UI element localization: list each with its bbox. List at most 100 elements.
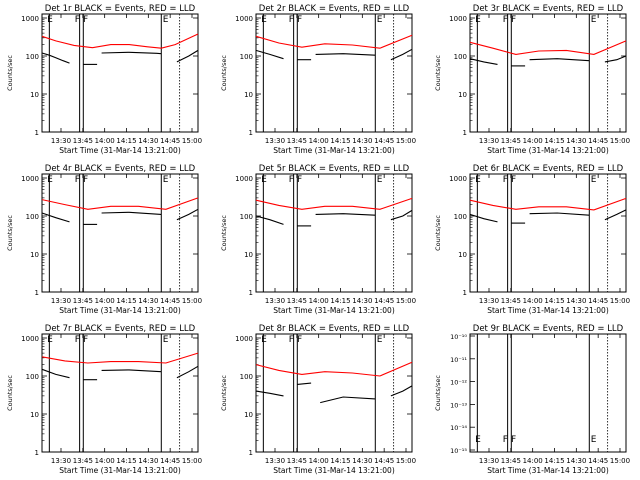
x-tick-label: 13:45 [501,137,521,145]
y-tick-label: 1 [249,449,253,457]
y-tick-label: 1000 [235,335,253,343]
x-tick-label: 14:45 [588,457,608,465]
y-tick-label: 100 [26,213,39,221]
x-tick-label: 13:30 [51,137,71,145]
y-tick-label: 1 [463,129,467,137]
events-series-line [255,390,284,397]
x-tick-label: 15:00 [182,137,202,145]
x-axis-label: Start Time (31-Mar-14 13:21:00) [487,146,609,155]
x-tick-label: 14:00 [309,457,329,465]
plot-frame [469,333,627,453]
marker-label: F [75,335,80,345]
marker-label: F [289,175,294,185]
x-tick-label: 14:00 [95,137,115,145]
y-tick-label: 1 [35,289,39,297]
events-series-line [604,209,627,221]
y-tick-label: 1000 [21,15,39,23]
x-tick-label: 14:00 [523,297,543,305]
marker-label: E [163,335,169,345]
y-axis-label: Counts/sec [220,375,228,411]
marker-label: F [511,435,516,445]
x-axis-label: Start Time (31-Mar-14 13:21:00) [487,306,609,315]
panel-det-3: Det 3r BLACK = Events, RED = LLD Counts/s… [434,4,630,155]
y-tick-label: 10 [244,411,253,419]
y-tick-label: 100 [240,213,253,221]
y-axis-label: Counts/sec [434,215,442,251]
lld-series-line [41,197,199,210]
x-tick-label: 15:00 [610,137,630,145]
y-tick-label: 100 [240,373,253,381]
events-series-line [101,369,162,373]
lld-series-line [255,197,413,210]
x-tick-label: 14:45 [160,137,180,145]
y-tick-label: 100 [454,53,467,61]
events-series-line [297,382,312,385]
x-axis-label: Start Time (31-Mar-14 13:21:00) [273,146,395,155]
x-tick-label: 13:45 [287,297,307,305]
marker-label: F [289,15,294,25]
plot-frame [41,333,199,453]
lld-series-line [41,352,199,364]
x-tick-label: 14:30 [566,297,586,305]
x-tick-label: 14:00 [523,457,543,465]
events-series-line [315,213,376,216]
events-series-line [604,55,627,63]
marker-label: F [297,175,302,185]
marker-label: E [47,335,53,345]
x-tick-label: 14:00 [309,297,329,305]
y-axis-label: Counts/sec [6,375,14,411]
x-axis-label: Start Time (31-Mar-14 13:21:00) [59,306,181,315]
y-tick-label: 10⁻¹⁴ [450,424,467,432]
x-tick-label: 13:45 [501,457,521,465]
marker-label: E [163,175,169,185]
x-tick-label: 14:00 [95,297,115,305]
marker-label: E [377,175,383,185]
events-series-line [320,396,376,404]
plot-frame [469,173,627,293]
panel-det-8: Det 8r BLACK = Events, RED = LLD Counts/s… [220,324,416,475]
x-tick-label: 13:30 [265,137,285,145]
x-axis-label: Start Time (31-Mar-14 13:21:00) [487,466,609,475]
x-tick-label: 14:45 [160,457,180,465]
x-tick-label: 14:30 [352,297,372,305]
x-tick-label: 15:00 [182,297,202,305]
x-tick-label: 13:45 [73,457,93,465]
marker-label: F [297,335,302,345]
x-tick-label: 14:00 [309,137,329,145]
x-tick-label: 13:45 [501,297,521,305]
y-axis-label: Counts/sec [434,55,442,91]
x-tick-label: 14:15 [544,297,564,305]
events-series-line [315,53,376,56]
x-tick-label: 14:15 [330,297,350,305]
events-series-line [469,213,498,223]
marker-label: E [261,175,267,185]
x-tick-label: 14:30 [352,457,372,465]
marker-label: F [503,435,508,445]
panel-det-9: Det 9r BLACK = Events, RED = LLD Counts/s… [434,324,630,475]
y-tick-label: 10 [458,251,467,259]
panel-det-1: Det 1r BLACK = Events, RED = LLD Counts/s… [6,4,202,155]
events-series-line [255,215,284,225]
marker-label: F [83,335,88,345]
x-tick-label: 14:45 [374,297,394,305]
y-tick-label: 1 [463,289,467,297]
y-tick-label: 10 [244,91,253,99]
events-series-line [176,365,199,379]
y-tick-label: 10⁻¹⁵ [450,447,467,455]
y-tick-label: 10 [30,251,39,259]
panel-det-7: Det 7r BLACK = Events, RED = LLD Counts/s… [6,324,202,475]
x-tick-label: 14:15 [330,137,350,145]
x-tick-label: 13:30 [265,457,285,465]
y-tick-label: 100 [240,53,253,61]
events-series-line [176,49,199,63]
marker-label: F [503,175,508,185]
x-tick-label: 14:45 [588,297,608,305]
x-tick-label: 13:30 [265,297,285,305]
plot-frame [255,13,413,133]
marker-label: F [297,15,302,25]
y-tick-label: 10⁻¹² [450,379,467,387]
y-tick-label: 1 [249,129,253,137]
panel-title: Det 5r BLACK = Events, RED = LLD [259,164,410,174]
x-tick-label: 14:45 [160,297,180,305]
events-series-line [101,51,162,55]
